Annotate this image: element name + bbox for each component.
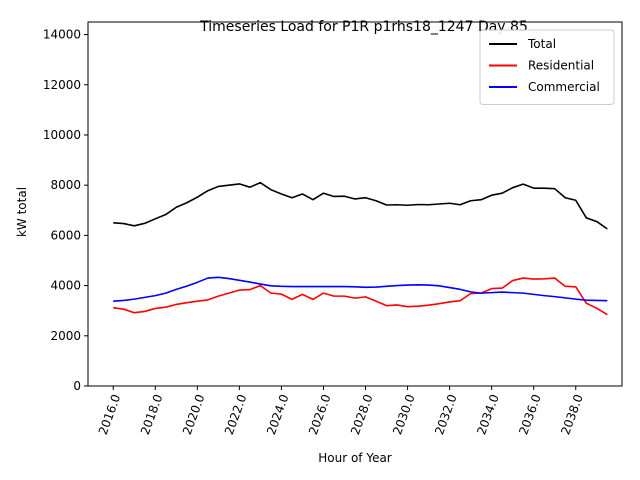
legend-box <box>479 29 615 105</box>
legend-label-residential: Residential <box>528 59 594 73</box>
legend-label-commercial: Commercial <box>528 80 600 94</box>
y-axis: 0 2000 4000 6000 8000 10000 12000 14000 <box>43 28 88 393</box>
y-tick-label: 8000 <box>50 178 81 192</box>
legend: Total Residential Commercial <box>479 29 615 105</box>
series-line-total <box>113 181 608 230</box>
plot-frame <box>87 21 623 387</box>
series-line-residential <box>113 277 608 316</box>
x-axis-label: Hour of Year <box>318 451 392 465</box>
y-tick-label: 2000 <box>50 329 81 343</box>
series-lines <box>113 181 608 316</box>
y-tick-label: 4000 <box>50 279 81 293</box>
legend-label-total: Total <box>527 37 556 51</box>
y-tick-label: 14000 <box>43 28 81 42</box>
y-tick-label: 12000 <box>43 78 81 92</box>
y-tick-label: 6000 <box>50 228 81 242</box>
y-tick-label: 0 <box>73 379 81 393</box>
chart-title: Timeseries Load for P1R p1rhs18_1247 Day… <box>199 19 528 35</box>
series-line-commercial <box>113 276 608 302</box>
y-tick-label: 10000 <box>43 128 81 142</box>
y-axis-label: kW total <box>15 187 29 237</box>
